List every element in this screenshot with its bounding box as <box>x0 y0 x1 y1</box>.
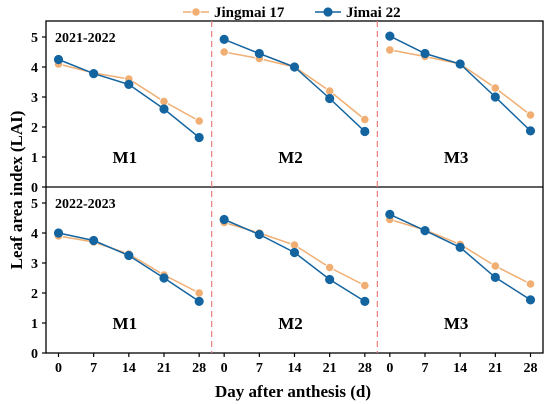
x-tick-label: 28 <box>192 361 206 376</box>
method-label: M1 <box>113 314 138 333</box>
data-point-jimai-22 <box>360 296 370 306</box>
series-line-jimai-22 <box>58 58 200 139</box>
y-tick-label: 3 <box>31 91 38 106</box>
data-point-jingmai-17 <box>194 288 204 298</box>
plot-area: 0 1 2 3 4 5 2021-2022 M1 M2 M3 0 1 2 3 4 5 2022-2023 M1 0 7… <box>31 20 544 376</box>
y-tick-label: 0 <box>31 181 38 196</box>
legend-label-jingmai-17: Jingmai 17 <box>214 5 285 21</box>
method-label: M3 <box>444 148 469 167</box>
series-line-jingmai-17 <box>58 63 200 122</box>
legend: Jingmai 17 Jimai 22 <box>183 5 401 21</box>
data-point-jimai-22 <box>325 93 335 104</box>
x-tick-label: 21 <box>488 361 502 376</box>
legend-marker-jimai-22 <box>323 7 333 17</box>
data-point-jimai-22 <box>89 235 99 246</box>
data-point-jimai-22 <box>490 92 500 102</box>
series-line-jimai-22 <box>223 218 366 303</box>
data-point-jingmai-17 <box>525 279 536 289</box>
data-point-jingmai-17 <box>490 83 500 93</box>
x-tick-label: 0 <box>55 361 62 376</box>
data-point-jingmai-17 <box>325 262 335 273</box>
data-point-jimai-22 <box>89 69 99 79</box>
data-point-jimai-22 <box>289 247 300 258</box>
series-line-jimai-22 <box>58 232 200 303</box>
x-tick-label: 14 <box>288 361 302 376</box>
data-point-jimai-22 <box>420 48 430 59</box>
x-tick-label: 7 <box>90 361 97 376</box>
data-point-jimai-22 <box>124 79 134 90</box>
method-label: M2 <box>278 148 303 167</box>
y-tick-label: 4 <box>31 227 38 242</box>
data-point-jimai-22 <box>360 126 370 137</box>
data-point-jimai-22 <box>455 59 465 69</box>
legend-label-jimai-22: Jimai 22 <box>346 5 401 21</box>
y-tick-label: 2 <box>31 121 38 136</box>
data-point-jimai-22 <box>385 31 395 41</box>
data-point-jimai-22 <box>219 34 229 45</box>
y-tick-label: 0 <box>31 347 38 362</box>
x-axis-title: Day after anthesis (d) <box>215 382 371 401</box>
x-tick-label: 7 <box>256 361 263 376</box>
data-point-jimai-22 <box>289 62 300 72</box>
data-point-jimai-22 <box>490 272 500 282</box>
series-line-jimai-22 <box>389 35 532 132</box>
data-point-jimai-22 <box>455 242 465 252</box>
x-tick-label: 21 <box>323 361 337 376</box>
series-line-jingmai-17 <box>224 51 366 121</box>
x-tick-label: 14 <box>453 361 467 376</box>
method-label: M2 <box>278 314 303 333</box>
y-tick-label: 5 <box>31 31 38 46</box>
data-point-jimai-22 <box>194 296 204 306</box>
data-point-jimai-22 <box>254 229 264 240</box>
series-line-jingmai-17 <box>58 235 200 294</box>
y-tick-label: 1 <box>31 317 38 332</box>
method-label: M1 <box>113 148 138 167</box>
season-label: 2022-2023 <box>55 197 116 212</box>
y-axis-title: Leaf area index (LAI) <box>7 111 26 270</box>
x-tick-label: 0 <box>386 361 393 376</box>
data-point-jingmai-17 <box>490 261 500 271</box>
data-point-jimai-22 <box>325 274 335 285</box>
x-tick-label: 28 <box>358 361 372 376</box>
y-tick-label: 5 <box>31 197 38 212</box>
y-tick-label: 3 <box>31 257 38 272</box>
series-line-jimai-22 <box>223 38 366 133</box>
data-point-jingmai-17 <box>525 110 536 120</box>
x-tick-label: 21 <box>157 361 171 376</box>
legend-marker-jingmai-17 <box>191 7 201 17</box>
x-tick-label: 0 <box>221 361 228 376</box>
data-point-jimai-22 <box>420 226 430 236</box>
data-point-jimai-22 <box>53 54 64 65</box>
season-label: 2021-2022 <box>55 31 116 46</box>
data-point-jimai-22 <box>385 209 395 219</box>
data-point-jingmai-17 <box>194 116 204 126</box>
data-point-jimai-22 <box>159 273 169 283</box>
data-point-jingmai-17 <box>385 45 395 55</box>
data-point-jimai-22 <box>525 295 536 305</box>
x-tick-label: 28 <box>524 361 538 376</box>
y-tick-label: 2 <box>31 287 38 302</box>
data-point-jimai-22 <box>53 228 64 238</box>
data-point-jimai-22 <box>525 126 536 136</box>
method-label: M3 <box>444 314 469 333</box>
data-point-jimai-22 <box>124 250 134 261</box>
y-tick-label: 4 <box>31 61 38 76</box>
data-point-jimai-22 <box>254 48 264 59</box>
series-line-jimai-22 <box>389 213 531 301</box>
data-point-jimai-22 <box>159 104 169 114</box>
x-tick-label: 14 <box>122 361 136 376</box>
data-point-jimai-22 <box>219 214 229 225</box>
data-point-jingmai-17 <box>219 47 229 57</box>
data-point-jingmai-17 <box>360 280 370 291</box>
x-tick-label: 7 <box>422 361 429 376</box>
data-point-jingmai-17 <box>360 114 370 125</box>
y-tick-label: 1 <box>31 151 38 166</box>
data-point-jimai-22 <box>194 132 204 143</box>
